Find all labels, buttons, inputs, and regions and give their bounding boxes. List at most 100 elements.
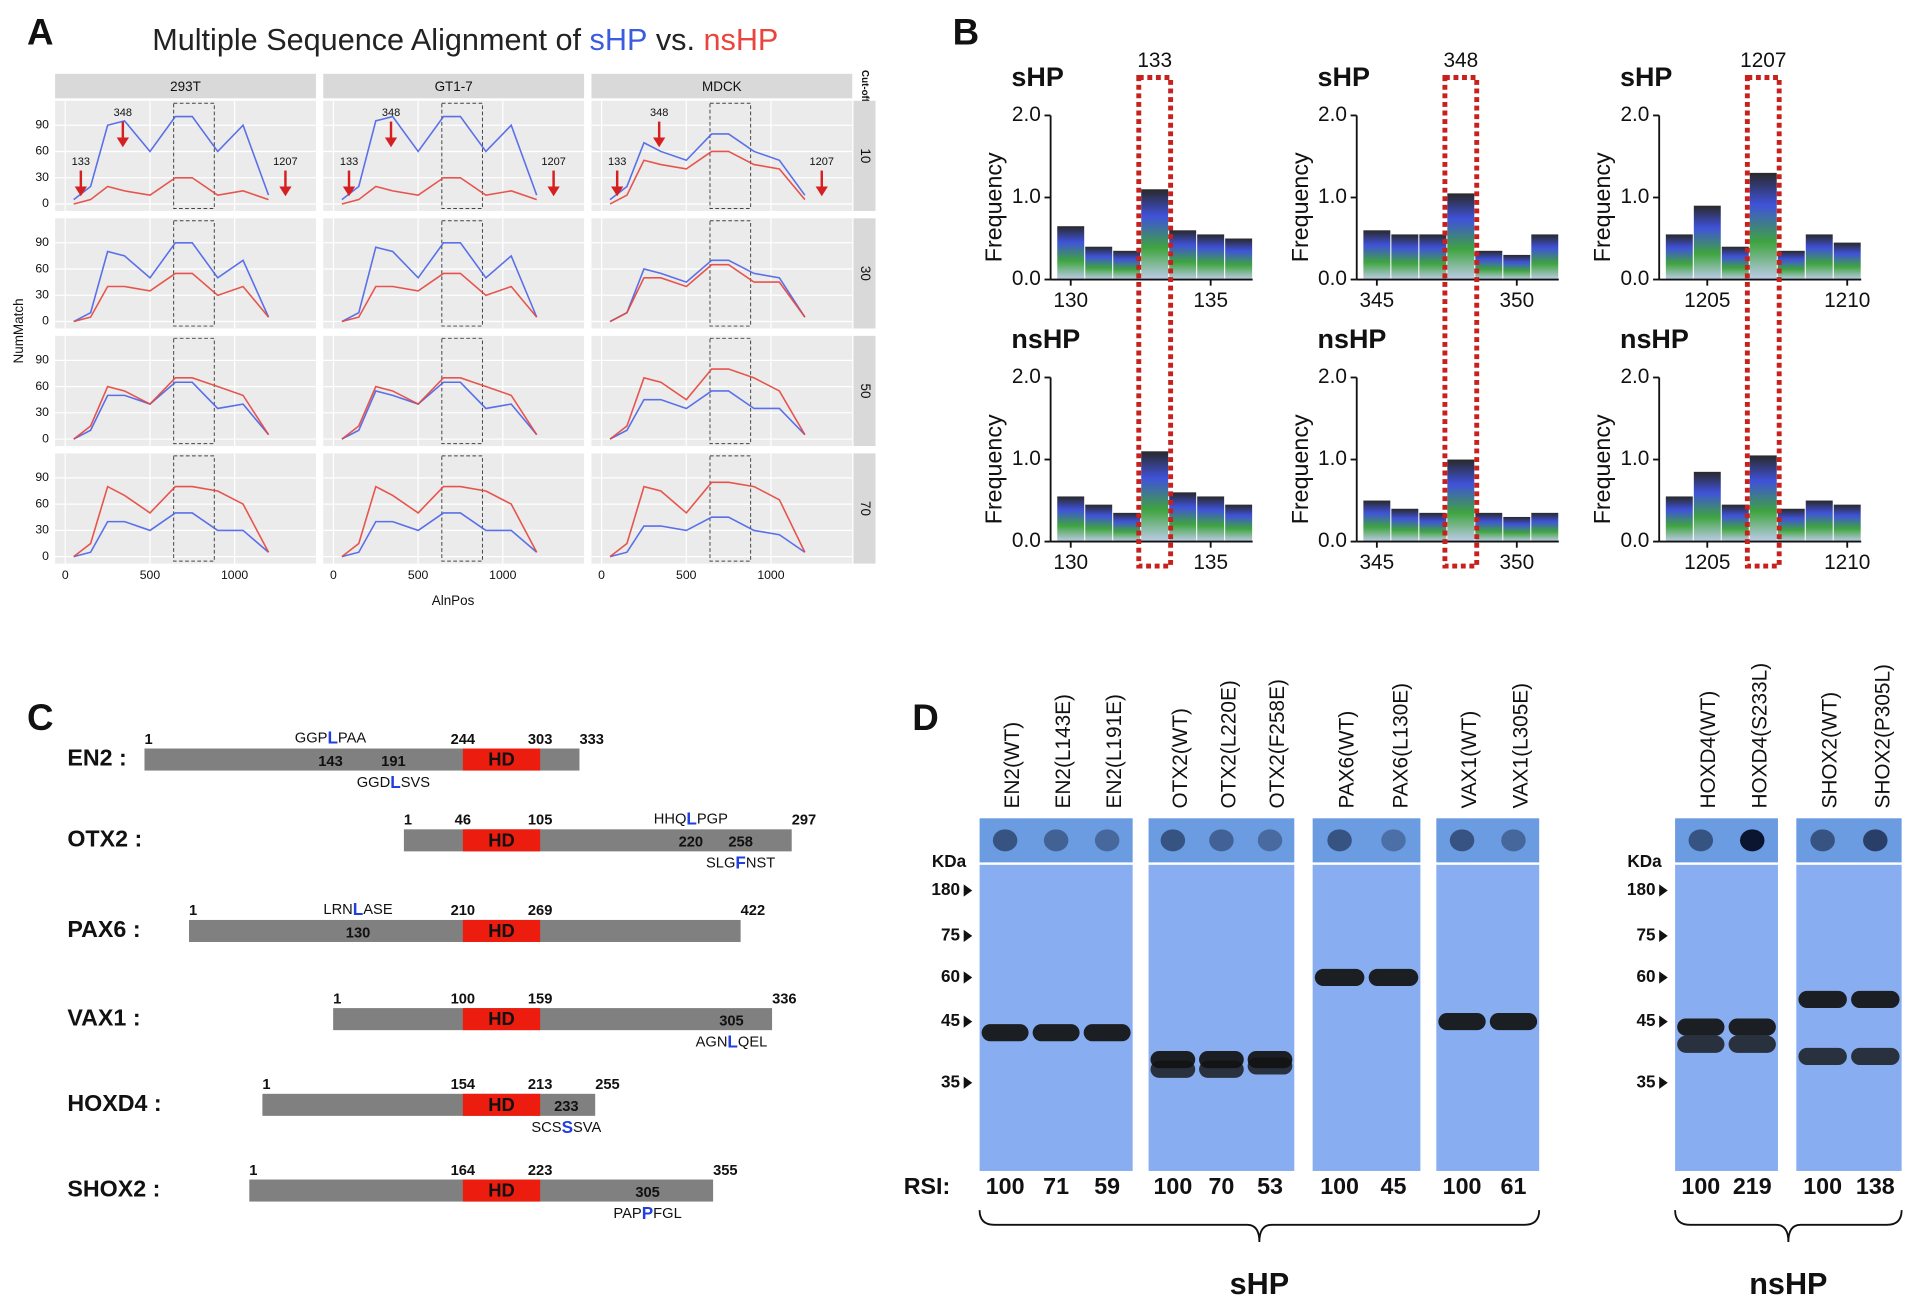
y-tick-label: 30 xyxy=(35,405,49,419)
motif-part: F xyxy=(735,852,745,872)
protein-band xyxy=(1247,1057,1293,1075)
protein-band xyxy=(1150,1060,1196,1078)
marker-label: 75 xyxy=(941,924,961,944)
series-line xyxy=(73,115,270,201)
logo-column xyxy=(1749,172,1777,280)
motif-part: SVS xyxy=(401,775,431,791)
highlight-region xyxy=(173,455,215,562)
protein-band xyxy=(1677,1035,1725,1053)
motif-part: HHQ xyxy=(654,811,687,827)
y-tick-label: 60 xyxy=(35,379,49,393)
homeodomain xyxy=(462,919,541,942)
logo-column xyxy=(1419,234,1447,280)
y-tick-label: 0.0 xyxy=(1318,267,1347,290)
series-line xyxy=(609,390,806,440)
homeodomain xyxy=(462,1093,541,1116)
lane-label: SHOX2(WT) xyxy=(1819,692,1842,809)
marker-label: 35 xyxy=(1636,1071,1656,1091)
marker-arrow xyxy=(963,1076,973,1089)
marker-arrow xyxy=(963,971,973,984)
lane-label: OTX2(L220E) xyxy=(1218,680,1241,808)
facet-label: 50 xyxy=(858,383,873,398)
y-tick-label: 90 xyxy=(35,470,49,484)
y-tick-label: 2.0 xyxy=(1620,365,1649,388)
logo-column xyxy=(1085,246,1113,280)
site-number: 305 xyxy=(719,1013,744,1029)
motif-part: S xyxy=(562,1117,573,1137)
highlight-label: 133 xyxy=(1137,49,1172,72)
marker-arrow xyxy=(1659,929,1668,942)
kda-label: KDa xyxy=(1627,851,1662,871)
lane-label: PAX6(WT) xyxy=(1336,711,1359,809)
y-tick-label: 0.0 xyxy=(1012,267,1041,290)
logo-column xyxy=(1475,512,1503,542)
logo-column xyxy=(1693,471,1721,542)
annotation: 348 xyxy=(382,107,400,119)
dot-signal xyxy=(1449,829,1475,852)
marker-label: 45 xyxy=(1636,1010,1656,1030)
logo-column xyxy=(1749,455,1777,542)
position-label: 210 xyxy=(451,903,476,919)
position-label: 1 xyxy=(249,1163,257,1179)
logo-label: sHP xyxy=(1620,62,1672,92)
logo-column xyxy=(1805,234,1833,280)
bracket xyxy=(978,1210,1541,1242)
hd-label: HD xyxy=(488,1094,515,1115)
lane-label: VAX1(L305E) xyxy=(1510,683,1533,809)
site-number: 233 xyxy=(554,1099,579,1115)
position-label: 355 xyxy=(713,1163,738,1179)
protein-band xyxy=(1677,1018,1725,1036)
y-tick-label: 60 xyxy=(35,496,49,510)
facet-background xyxy=(323,453,585,564)
hd-label: HD xyxy=(488,920,515,941)
x-tick-label: 500 xyxy=(676,568,697,582)
protein-band xyxy=(1368,968,1419,987)
series-line xyxy=(609,516,806,558)
motif-part: L xyxy=(727,1031,737,1051)
panel-label: C xyxy=(27,697,54,738)
logo-column xyxy=(1721,246,1749,280)
protein-band xyxy=(1851,990,1900,1008)
western-blot xyxy=(1148,864,1295,1171)
highlight-label: 348 xyxy=(1443,49,1478,72)
rsi-value: 100 xyxy=(1803,1173,1842,1199)
logo-column xyxy=(1141,451,1169,542)
x-tick-label: 1210 xyxy=(1824,289,1870,312)
series-line xyxy=(341,272,538,323)
motif: AGNLQEL xyxy=(696,1031,768,1051)
logo-label: nsHP xyxy=(1318,324,1387,354)
strip-title: Cut-off xyxy=(859,70,870,103)
marker-arrow xyxy=(1659,1076,1668,1089)
y-tick-label: 90 xyxy=(35,235,49,249)
protein-band xyxy=(1199,1060,1244,1078)
motif: SCSSSVA xyxy=(531,1117,601,1137)
logo-column xyxy=(1777,508,1805,542)
marker-arrow xyxy=(1659,1015,1668,1028)
western-blot xyxy=(1312,864,1421,1171)
western-blot xyxy=(1796,864,1902,1171)
rsi-value: 100 xyxy=(1443,1173,1482,1199)
highlight-label: 1207 xyxy=(1740,49,1786,72)
highlight-region xyxy=(441,337,483,445)
position-label: 333 xyxy=(579,732,604,748)
motif-part: L xyxy=(353,899,363,919)
logo-column xyxy=(1475,250,1503,280)
protein-band xyxy=(1083,1024,1131,1042)
marker-arrow xyxy=(963,1015,973,1028)
position-label: 1 xyxy=(189,903,197,919)
motif-part: L xyxy=(390,771,400,791)
y-axis-label: Frequency xyxy=(981,152,1007,262)
annotation-arrowhead xyxy=(116,137,129,148)
logo-column xyxy=(1721,504,1749,542)
rsi-value: 70 xyxy=(1208,1173,1234,1199)
facet-label: 30 xyxy=(858,266,873,281)
marker-label: 180 xyxy=(931,879,960,899)
annotation-arrowhead xyxy=(653,137,666,148)
highlight-region xyxy=(441,455,483,562)
site-number: 143 xyxy=(318,754,343,770)
y-tick-label: 0 xyxy=(42,314,49,328)
marker-label: 60 xyxy=(941,966,960,986)
protein-name: HOXD4 : xyxy=(67,1090,161,1116)
annotation-arrowhead xyxy=(342,186,356,197)
lane-label: EN2(L191E) xyxy=(1103,694,1126,808)
